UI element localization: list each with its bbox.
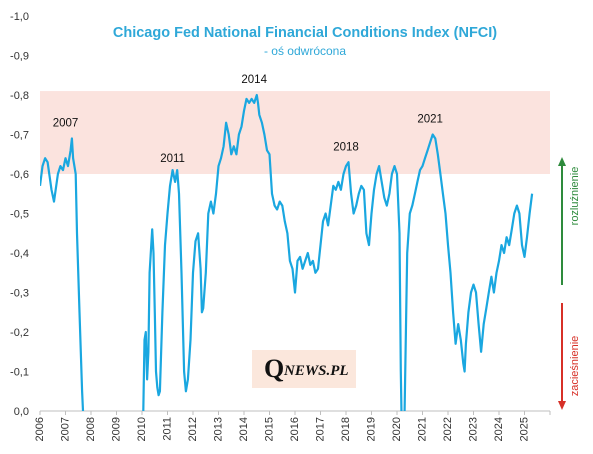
x-tick-label: 2021 <box>417 417 429 441</box>
x-tick-label: 2024 <box>493 417 505 441</box>
x-tick-label: 2014 <box>238 417 250 441</box>
x-tick-label: 2009 <box>111 417 123 441</box>
x-tick-label: 2011 <box>162 417 174 441</box>
chart-subtitle: - oś odwrócona <box>264 44 346 58</box>
side-label-tightening: zacieśnienie <box>569 336 581 397</box>
y-tick-labels: -1,0 -0,9 -0,8 -0,7 -0,6 -0,5 -0,4 -0,3 -0,2 -0,1… <box>10 11 29 418</box>
x-tick-label: 2013 <box>213 417 225 441</box>
x-tick-label: 2007 <box>60 417 72 441</box>
y-tick-label: -0,7 <box>10 130 29 142</box>
x-tick-label: 2020 <box>391 417 403 441</box>
x-tick-label: 2012 <box>187 417 199 441</box>
qnews-logo: Q NEWS.PL <box>252 350 356 388</box>
annotations: 2007 2011 2014 2018 2021 <box>53 74 443 165</box>
chart-title: Chicago Fed National Financial Condition… <box>113 25 497 41</box>
x-tick-label: 2015 <box>264 417 276 441</box>
logo-news: NEWS.PL <box>284 363 349 379</box>
x-tick-label: 2017 <box>315 417 327 441</box>
logo-q: Q <box>264 354 285 383</box>
up-arrow-icon <box>558 157 566 166</box>
year-annotation: 2014 <box>241 74 267 86</box>
x-tick-label: 2018 <box>340 417 352 441</box>
y-tick-label: 0,0 <box>14 406 29 418</box>
y-tick-label: -0,6 <box>10 169 29 181</box>
highlight-band <box>40 91 550 174</box>
nfci-series-line <box>40 93 534 411</box>
side-label-loosening: rozluźnienie <box>569 167 581 226</box>
y-tick-label: -0,3 <box>10 288 29 300</box>
year-annotation: 2021 <box>417 114 443 126</box>
x-tick-label: 2008 <box>85 417 97 441</box>
year-annotation: 2018 <box>333 141 359 153</box>
x-tick-label: 2010 <box>136 417 148 441</box>
x-tick-label: 2006 <box>34 417 46 441</box>
y-tick-label: -0,1 <box>10 367 29 379</box>
down-arrow-icon <box>558 401 566 410</box>
y-tick-label: -0,9 <box>10 51 29 63</box>
y-tick-label: -1,0 <box>10 11 29 23</box>
x-tick-label: 2022 <box>442 417 454 441</box>
x-tick-marks <box>39 411 551 415</box>
x-tick-label: 2023 <box>468 417 480 441</box>
y-tick-label: -0,5 <box>10 209 29 221</box>
x-tick-label: 2016 <box>289 417 301 441</box>
x-tick-labels: 2006 2007 2008 2009 2010 2011 2012 2013 2014 2015… <box>34 417 531 441</box>
x-tick-label: 2025 <box>519 417 531 441</box>
y-tick-label: -0,8 <box>10 90 29 102</box>
x-tick-label: 2019 <box>366 417 378 441</box>
year-annotation: 2007 <box>53 118 79 130</box>
year-annotation: 2011 <box>160 153 185 165</box>
y-tick-label: -0,2 <box>10 327 29 339</box>
y-tick-label: -0,4 <box>10 248 29 260</box>
